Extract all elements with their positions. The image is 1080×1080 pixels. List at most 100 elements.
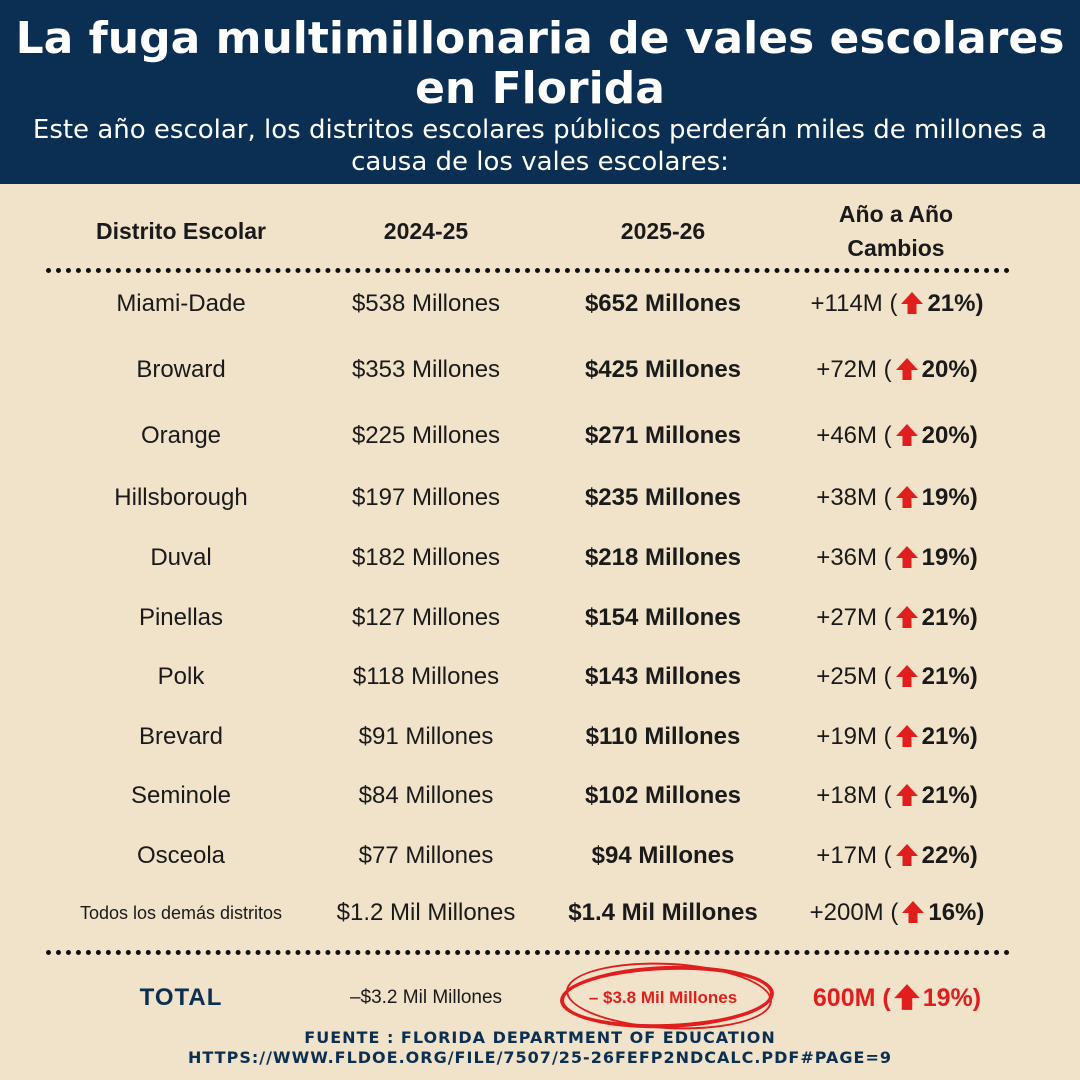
up-arrow-icon xyxy=(895,605,918,628)
change-amount: +36M ( xyxy=(816,544,892,571)
cell-2025-26: $1.4 Mil Millones xyxy=(568,899,758,926)
column-header-2024-25: 2024-25 xyxy=(383,218,469,244)
change-percent: 21%) xyxy=(921,723,978,750)
total-label: TOTAL xyxy=(139,984,223,1011)
cell-district: Osceola xyxy=(136,842,226,869)
up-arrow-icon xyxy=(895,664,918,687)
change-percent: 16%) xyxy=(928,899,985,926)
header-banner: La fuga multimillonaria de vales escolar… xyxy=(0,0,1080,184)
total-2025-26: – $3.8 Mil Millones xyxy=(588,988,738,1007)
cell-change: +25M ( 21%) xyxy=(790,657,1004,697)
dotted-divider-top xyxy=(46,268,1010,273)
cell-2025-26: $154 Millones xyxy=(584,604,742,631)
cell-change: +19M ( 21%) xyxy=(790,717,1004,757)
change-amount: +17M ( xyxy=(816,842,892,869)
change-percent: 19%) xyxy=(921,544,978,571)
cell-district: Orange xyxy=(140,422,222,449)
cell-2024-25: $197 Millones xyxy=(351,484,501,511)
change-amount: +25M ( xyxy=(816,663,892,690)
column-header-change: Año a Año Cambios xyxy=(838,201,954,261)
up-arrow-icon xyxy=(895,843,918,866)
up-arrow-icon xyxy=(895,545,918,568)
change-amount: +38M ( xyxy=(816,484,892,511)
cell-2025-26: $110 Millones xyxy=(585,723,741,750)
cell-district: Miami-Dade xyxy=(116,290,246,317)
change-amount: +72M ( xyxy=(816,356,892,383)
cell-2025-26: $94 Millones xyxy=(591,842,735,869)
cell-change: +36M ( 19%) xyxy=(790,538,1004,578)
cell-2025-26: $143 Millones xyxy=(584,663,742,690)
total-change: 600M ( 19%) xyxy=(790,976,1004,1020)
table-row: Todos los demás distritos $1.2 Mil Millon… xyxy=(0,893,1080,933)
page-subtitle: Este año escolar, los distritos escolare… xyxy=(32,115,1048,177)
cell-2025-26: $218 Millones xyxy=(584,544,742,571)
change-percent: 21%) xyxy=(921,604,978,631)
cell-change: +27M ( 21%) xyxy=(790,598,1004,638)
dotted-divider-bottom xyxy=(46,950,1010,955)
cell-change: +46M ( 20%) xyxy=(790,416,1004,456)
total-change-amount: 600M ( xyxy=(812,984,891,1012)
change-amount: +27M ( xyxy=(816,604,892,631)
total-change-percent: 19%) xyxy=(922,984,982,1012)
cell-2024-25: $353 Millones xyxy=(351,356,501,383)
table-row: Osceola $77 Millones $94 Millones +17M ( 22%… xyxy=(0,836,1080,876)
cell-2025-26: $102 Millones xyxy=(584,782,742,809)
page-title: La fuga multimillonaria de vales escolar… xyxy=(15,13,1065,114)
column-header-district: Distrito Escolar xyxy=(96,218,266,244)
cell-2025-26: $425 Millones xyxy=(584,356,742,383)
change-amount: +200M ( xyxy=(809,899,899,926)
cell-district: Duval xyxy=(150,544,212,571)
up-arrow-icon xyxy=(895,357,918,380)
up-arrow-icon xyxy=(895,783,918,806)
column-header-2025-26: 2025-26 xyxy=(620,218,706,244)
cell-2024-25: $77 Millones xyxy=(358,842,494,869)
up-arrow-icon xyxy=(895,724,918,747)
cell-district: Pinellas xyxy=(138,604,224,631)
cell-change: +114M ( 21%) xyxy=(790,284,1004,324)
source-url: HTTPS://WWW.FLDOE.ORG/FILE/7507/25-26FEF… xyxy=(188,1048,892,1067)
change-percent: 22%) xyxy=(921,842,978,869)
table-header: Distrito Escolar 2024-25 2025-26 Año a A… xyxy=(0,194,1080,268)
cell-district: Brevard xyxy=(138,723,224,750)
up-arrow-icon xyxy=(902,900,925,923)
cell-2024-25: $127 Millones xyxy=(351,604,501,631)
up-arrow-icon xyxy=(901,291,924,314)
cell-district: Polk xyxy=(157,663,205,690)
up-arrow-icon xyxy=(895,423,918,446)
table-row: Broward $353 Millones $425 Millones +72M (2… xyxy=(0,350,1080,390)
up-arrow-icon xyxy=(893,984,920,1011)
cell-2025-26: $235 Millones xyxy=(584,484,742,511)
table-row: Hillsborough $197 Millones $235 Millones +3… xyxy=(0,478,1080,518)
change-amount: +18M ( xyxy=(816,782,892,809)
source-line: FUENTE : FLORIDA DEPARTMENT OF EDUCATION xyxy=(304,1028,776,1047)
cell-2024-25: $225 Millones xyxy=(351,422,501,449)
table-row: Duval $182 Millones $218 Millones +36M (19%… xyxy=(0,538,1080,578)
cell-2025-26: $271 Millones xyxy=(584,422,742,449)
cell-change: +200M ( 16%) xyxy=(790,893,1004,933)
table-row: Orange $225 Millones $271 Millones +46M ( 20… xyxy=(0,416,1080,456)
table-row: Miami-Dade $538 Millones $652 Millones +114… xyxy=(0,284,1080,324)
table-row: Pinellas $127 Millones $154 Millones +27M (… xyxy=(0,598,1080,638)
change-percent: 19%) xyxy=(921,484,978,511)
table-row: Polk $118 Millones $143 Millones +25M (21%) xyxy=(0,657,1080,697)
cell-change: +18M (21%) xyxy=(790,776,1004,816)
change-amount: +46M ( xyxy=(816,422,892,449)
change-percent: 21%) xyxy=(927,290,984,317)
change-percent: 20%) xyxy=(921,422,978,449)
table-row: Seminole $84 Millones $102 Millones +18M (2… xyxy=(0,776,1080,816)
cell-2024-25: $538 Millones xyxy=(351,290,501,317)
cell-2025-26: $652 Millones xyxy=(584,290,742,317)
cell-2024-25: $91 Millones xyxy=(358,723,494,750)
change-amount: +19M ( xyxy=(816,723,892,750)
change-amount: +114M ( xyxy=(810,290,898,317)
cell-2024-25: $84 Millones xyxy=(358,782,494,809)
up-arrow-icon xyxy=(895,485,918,508)
cell-district: Hillsborough xyxy=(114,484,248,511)
change-percent: 21%) xyxy=(921,663,978,690)
cell-district: Seminole xyxy=(130,782,232,809)
total-row: TOTAL –$3.2 Mil Millones – $3.8 Mil Mill… xyxy=(0,976,1080,1020)
cell-change: +17M ( 22%) xyxy=(790,836,1004,876)
table-row: Brevard $91 Millones $110 Millones +19M ( 21… xyxy=(0,717,1080,757)
cell-district: Broward xyxy=(136,356,226,383)
total-2024-25: –$3.2 Mil Millones xyxy=(349,987,503,1008)
